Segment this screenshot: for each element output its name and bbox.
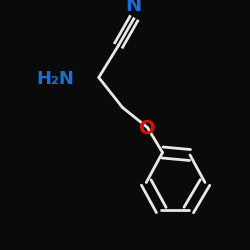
- Text: O: O: [139, 118, 156, 138]
- Text: N: N: [126, 0, 142, 15]
- Text: H₂N: H₂N: [36, 70, 74, 88]
